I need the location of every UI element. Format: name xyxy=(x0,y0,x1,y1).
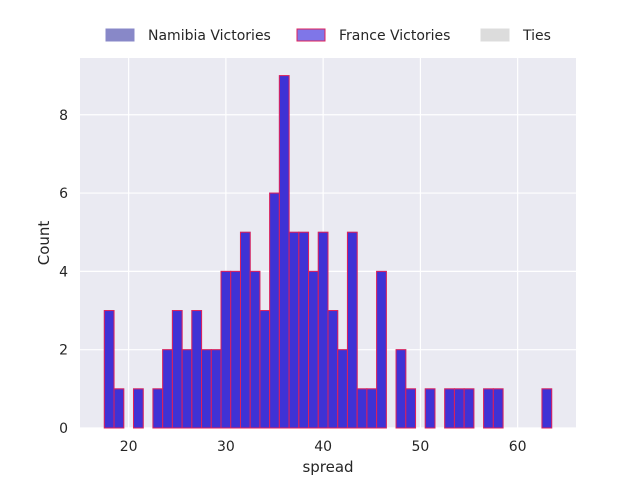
france-victories-bar xyxy=(541,388,553,429)
france-victories-bar xyxy=(308,270,319,429)
france-victories-bar xyxy=(327,310,339,429)
y-tick-label: 2 xyxy=(59,343,68,359)
y-tick-label: 8 xyxy=(59,108,68,124)
y-axis-ticks: 0 2 4 6 8 xyxy=(59,108,68,437)
france-victories-bar xyxy=(152,388,164,429)
france-victories-bar xyxy=(444,388,455,429)
france-victories-bar xyxy=(453,388,465,429)
y-tick-label: 0 xyxy=(59,421,68,437)
france-victories-bar xyxy=(395,349,407,429)
france-victories-bar xyxy=(337,349,348,429)
x-tick-label: 50 xyxy=(411,439,429,455)
france-victories-bar xyxy=(346,231,358,429)
x-axis-label: spread xyxy=(302,458,353,476)
legend: Namibia Victories France Victories Ties xyxy=(105,28,551,44)
france-victories-bar xyxy=(239,231,251,429)
y-axis-label: Count xyxy=(35,221,53,266)
france-victories-bar xyxy=(376,270,387,429)
x-tick-label: 40 xyxy=(314,439,332,455)
france-victories-bar xyxy=(181,349,193,429)
legend-swatch-france-victories xyxy=(296,28,326,42)
france-victories-bar xyxy=(424,388,436,429)
france-victories-bar xyxy=(113,388,125,429)
legend-label-namibia-victories: Namibia Victories xyxy=(148,28,271,44)
france-victories-bar xyxy=(298,231,310,429)
france-victories-bar xyxy=(210,349,222,429)
france-victories-bar xyxy=(132,388,144,429)
france-victories-bar xyxy=(220,270,232,429)
x-tick-label: 20 xyxy=(120,439,138,455)
france-victories-bar xyxy=(492,388,504,429)
legend-swatch-ties xyxy=(480,28,510,42)
france-victories-bar xyxy=(463,388,475,429)
france-victories-bar xyxy=(259,310,271,429)
france-victories-bar xyxy=(191,310,203,429)
france-victories-bar xyxy=(405,388,417,429)
legend-label-ties: Ties xyxy=(522,28,551,44)
france-victories-bar xyxy=(483,388,494,429)
france-victories-bar xyxy=(162,349,173,429)
y-tick-label: 4 xyxy=(59,264,68,280)
x-axis-ticks: 20 30 40 50 60 xyxy=(120,439,527,455)
x-tick-label: 30 xyxy=(217,439,235,455)
france-victories-bar xyxy=(230,270,241,429)
france-victories-bar xyxy=(249,270,261,429)
france-victories-bar xyxy=(171,310,183,429)
france-victories-bar xyxy=(269,192,280,429)
france-victories-bar xyxy=(366,388,378,429)
france-victories-bar xyxy=(201,349,212,429)
bars xyxy=(103,75,553,429)
y-tick-label: 6 xyxy=(59,186,68,202)
france-victories-bar xyxy=(356,388,368,429)
france-victories-bar xyxy=(317,231,329,429)
legend-swatch-namibia-victories xyxy=(105,28,135,42)
france-victories-bar xyxy=(103,310,115,429)
x-tick-label: 60 xyxy=(509,439,527,455)
france-victories-bar xyxy=(288,231,300,429)
legend-label-france-victories: France Victories xyxy=(339,28,450,44)
france-victories-bar xyxy=(278,75,290,429)
